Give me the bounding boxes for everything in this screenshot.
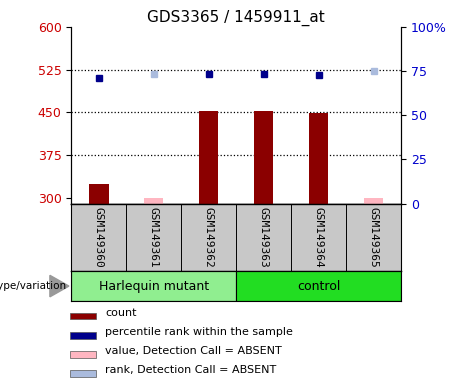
Text: value, Detection Call = ABSENT: value, Detection Call = ABSENT: [105, 346, 282, 356]
Text: genotype/variation: genotype/variation: [0, 281, 67, 291]
Bar: [254, 111, 273, 204]
Text: GSM149365: GSM149365: [369, 207, 378, 268]
Text: GSM149364: GSM149364: [313, 207, 324, 268]
Text: GSM149361: GSM149361: [149, 207, 159, 268]
Bar: [236, 271, 401, 301]
Bar: [364, 198, 383, 204]
Polygon shape: [50, 275, 69, 297]
Text: percentile rank within the sample: percentile rank within the sample: [105, 327, 293, 337]
Bar: [199, 111, 219, 204]
Text: GSM149360: GSM149360: [94, 207, 104, 268]
Bar: [70, 370, 95, 377]
Text: GSM149363: GSM149363: [259, 207, 269, 268]
Bar: [70, 351, 95, 358]
Bar: [70, 313, 95, 319]
Text: control: control: [297, 280, 340, 293]
Text: count: count: [105, 308, 137, 318]
Text: rank, Detection Call = ABSENT: rank, Detection Call = ABSENT: [105, 365, 277, 375]
Bar: [70, 332, 95, 339]
Text: GSM149362: GSM149362: [204, 207, 214, 268]
Bar: [71, 271, 236, 301]
Bar: [309, 114, 328, 204]
Bar: [89, 184, 108, 204]
Text: Harlequin mutant: Harlequin mutant: [99, 280, 209, 293]
Bar: [144, 198, 164, 204]
Title: GDS3365 / 1459911_at: GDS3365 / 1459911_at: [148, 9, 325, 25]
